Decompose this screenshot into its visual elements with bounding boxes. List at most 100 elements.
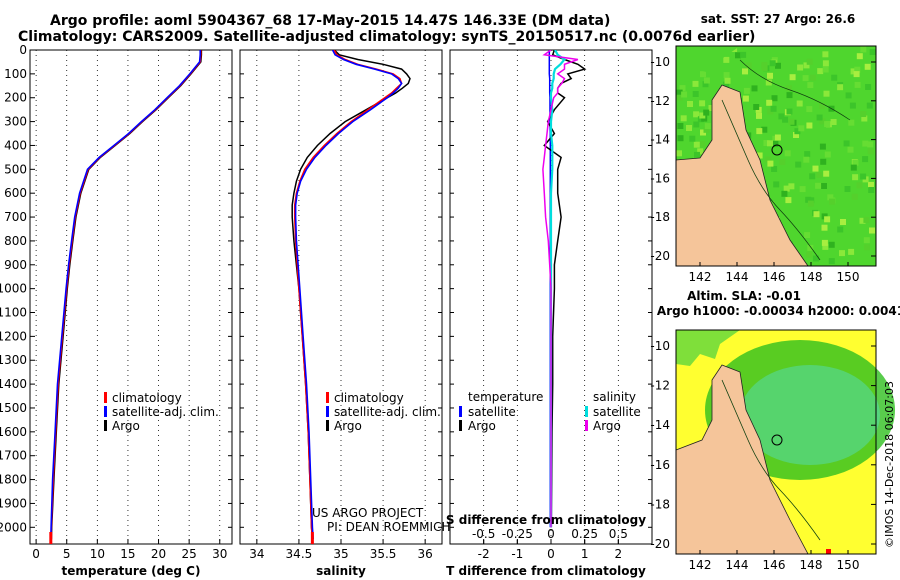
lat-tick-label: -20 xyxy=(650,537,670,551)
depth-tick-label: 600 xyxy=(4,186,27,200)
sst-pixel xyxy=(772,140,779,147)
sst-pixel xyxy=(815,182,822,189)
sst-map: sat. SST: 27 Argo: 26.6 -10-12-14-16-18-… xyxy=(650,12,877,284)
sst-pixel xyxy=(823,170,830,177)
sst-pixel xyxy=(854,81,861,88)
temperature-plot-frame xyxy=(29,49,233,545)
sst-pixel xyxy=(740,51,747,58)
sst-pixel xyxy=(774,134,781,141)
sst-pixel xyxy=(692,80,699,87)
sst-pixel xyxy=(699,112,706,119)
sst-pixel xyxy=(812,255,819,262)
sst-pixel xyxy=(676,94,683,101)
legend-label-salinity-satellite: satellite xyxy=(593,405,641,419)
secondary-x-tick-label: -0.5 xyxy=(472,527,495,541)
lat-tick-label: -12 xyxy=(650,94,670,108)
sst-pixel xyxy=(681,91,688,98)
sst-pixel xyxy=(840,219,846,225)
sst-pixel xyxy=(821,224,828,231)
sst-pixel xyxy=(742,95,749,102)
x-tick-label: 20 xyxy=(151,547,166,561)
sst-pixel xyxy=(848,119,855,126)
x-tick-label: -1 xyxy=(511,547,523,561)
depth-tick-label: 1800 xyxy=(0,473,27,487)
sla-map-subtitle: Argo h1000: -0.00034 h2000: 0.0041 xyxy=(657,304,900,318)
sst-pixel xyxy=(851,193,858,200)
sst-pixel xyxy=(845,92,852,99)
sst-pixel xyxy=(822,60,829,67)
temperature-bottom-markers xyxy=(49,532,53,544)
depth-tick-label: 0 xyxy=(19,43,27,57)
lon-tick-label: 144 xyxy=(726,270,749,284)
x-tick-label: 5 xyxy=(63,547,71,561)
temperature-profiles xyxy=(50,50,203,540)
sst-pixel xyxy=(699,100,706,107)
sla-argo-position-marker xyxy=(771,434,783,446)
x-tick-label: -2 xyxy=(478,547,490,561)
salinity-profiles xyxy=(291,50,411,540)
temperature-panel: 0100200300400500600700800900100011001200… xyxy=(0,43,233,578)
sst-pixel xyxy=(676,150,682,157)
sst-pixel xyxy=(694,151,700,158)
sst-pixel xyxy=(807,82,814,89)
depth-tick-label: 100 xyxy=(4,67,27,81)
sst-pixel xyxy=(693,111,700,118)
sst-pixel xyxy=(866,102,873,109)
difference-panel: -2 -1 0 1 2 -0.5 -0.25 0 0.25 0.5 T difference f… xyxy=(446,49,653,578)
climatology-bottom-marker xyxy=(49,532,53,544)
depth-tick-label: 1000 xyxy=(0,282,27,296)
x-tick-label: 35.5 xyxy=(370,547,397,561)
sst-pixel xyxy=(761,126,768,133)
x-tick-label: 35 xyxy=(333,547,348,561)
sst-pixel xyxy=(824,216,831,223)
sst-pixel xyxy=(849,102,856,109)
lon-tick-label: 146 xyxy=(763,558,786,572)
sst-pixel xyxy=(806,122,813,129)
depth-tick-label: 500 xyxy=(4,162,27,176)
sst-pixel xyxy=(822,51,829,58)
sst-pixel xyxy=(853,71,860,78)
sst-pixel xyxy=(806,251,813,258)
sst-pixel xyxy=(828,241,835,248)
sst-pixel xyxy=(812,165,819,172)
legend-swatch-argo xyxy=(326,420,329,431)
lon-tick-label: 148 xyxy=(800,270,823,284)
sst-pixel xyxy=(763,140,770,146)
series-line-temperature-argo xyxy=(543,50,587,528)
sst-pixel xyxy=(803,62,810,69)
sst-pixel xyxy=(708,105,715,111)
sst-pixel xyxy=(697,148,704,155)
legend-label-climatology: climatology xyxy=(112,391,182,405)
sst-pixel xyxy=(771,166,778,172)
sst-pixel xyxy=(788,118,795,125)
sst-pixel xyxy=(816,171,823,178)
sst-pixel xyxy=(805,196,812,203)
sst-pixel xyxy=(828,258,835,265)
legend-swatch-argo xyxy=(104,420,107,431)
sst-pixel xyxy=(756,112,762,119)
legend-label-satellite-adj: satellite-adj. clim. xyxy=(112,405,219,419)
sst-pixel xyxy=(867,148,874,155)
sst-pixel xyxy=(830,119,837,125)
salinity-x-axis-label: salinity xyxy=(316,564,366,578)
sst-contour-line xyxy=(721,99,821,261)
sla-map-title: Altim. SLA: -0.01 xyxy=(687,289,801,303)
sla-map-frame xyxy=(675,329,877,555)
sst-pixel xyxy=(689,135,696,142)
sst-pixel xyxy=(860,173,867,180)
sla-contour-line xyxy=(721,379,821,541)
depth-tick-label: 2000 xyxy=(0,520,27,534)
legend-label-climatology: climatology xyxy=(334,391,404,405)
depth-tick-label: 800 xyxy=(4,234,27,248)
depth-tick-label: 400 xyxy=(4,138,27,152)
sst-pixel xyxy=(743,87,750,94)
sst-pixel xyxy=(822,66,829,73)
sst-pixel xyxy=(850,164,857,171)
sst-pixel xyxy=(700,129,706,136)
lon-tick-label: 142 xyxy=(689,270,712,284)
sst-pixel xyxy=(676,89,683,96)
legend-swatch-temperature-argo xyxy=(459,420,462,431)
sst-pixel xyxy=(769,60,776,67)
x-tick-label: 25 xyxy=(182,547,197,561)
